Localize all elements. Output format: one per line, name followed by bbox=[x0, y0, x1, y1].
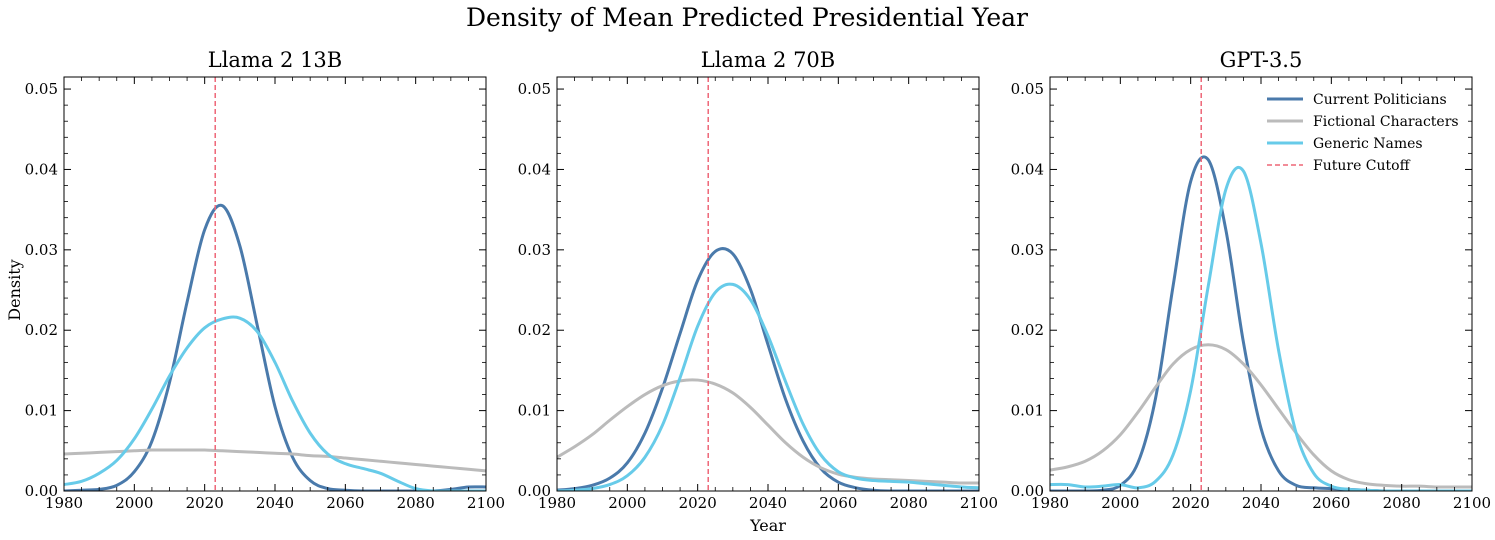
y-tick-label: 0.05 bbox=[1011, 80, 1044, 98]
legend: Current Politicians Fictional Characters G… bbox=[1267, 92, 1459, 174]
series-line-generic-names bbox=[1050, 165, 1472, 491]
series-line-current-politicians bbox=[557, 247, 979, 491]
series-line-current-politicians bbox=[64, 203, 486, 491]
legend-entry-label: Fictional Characters bbox=[1313, 114, 1459, 130]
y-tick-label: 0.03 bbox=[1011, 241, 1044, 259]
axes-frame bbox=[63, 76, 487, 492]
legend-entry-label: Current Politicians bbox=[1313, 92, 1447, 108]
x-tick-label: 2080 bbox=[397, 494, 435, 512]
x-axis-label: Year bbox=[749, 516, 786, 535]
legend-entry-label: Generic Names bbox=[1313, 136, 1423, 152]
y-tick-label: 0.00 bbox=[518, 482, 551, 500]
panels-group: Llama 2 13B 1980 2000 2020 2040 2060 2080 2100 0… bbox=[25, 48, 1492, 512]
y-tick-label: 0.01 bbox=[25, 402, 58, 420]
x-tick-label: 2000 bbox=[608, 494, 646, 512]
legend-entry-label: Future Cutoff bbox=[1313, 158, 1411, 174]
x-tick-label: 2000 bbox=[115, 494, 153, 512]
x-tick-label: 2060 bbox=[326, 494, 364, 512]
panel-1: Llama 2 13B 1980 2000 2020 2040 2060 2080 2100 0… bbox=[25, 48, 506, 512]
x-tick-label: 2020 bbox=[186, 494, 224, 512]
x-tick-label: 2020 bbox=[1172, 494, 1210, 512]
panel-3: GPT-3.5 1980 2000 2020 2040 2060 2080 2100 0.00 0… bbox=[1011, 48, 1492, 512]
y-tick-label: 0.05 bbox=[518, 80, 551, 98]
y-tick-label: 0.02 bbox=[1011, 321, 1044, 339]
y-tick-label: 0.01 bbox=[1011, 402, 1044, 420]
y-tick-label: 0.03 bbox=[25, 241, 58, 259]
x-tick-label: 2100 bbox=[1453, 494, 1491, 512]
x-tick-label: 1980 bbox=[1031, 494, 1069, 512]
panel-title: Llama 2 70B bbox=[701, 48, 835, 72]
series-line-generic-names bbox=[557, 282, 979, 491]
series-line-fictional-characters bbox=[557, 378, 979, 485]
y-tick-label: 0.02 bbox=[518, 321, 551, 339]
x-tick-label: 2020 bbox=[679, 494, 717, 512]
y-tick-label: 0.01 bbox=[518, 402, 551, 420]
x-tick-label: 2040 bbox=[749, 494, 787, 512]
x-tick-label: 2060 bbox=[819, 494, 857, 512]
x-tick-label: 2060 bbox=[1312, 494, 1350, 512]
x-tick-label: 2100 bbox=[467, 494, 505, 512]
x-tick-label: 1980 bbox=[45, 494, 83, 512]
y-tick-label: 0.00 bbox=[25, 482, 58, 500]
series-line-fictional-characters bbox=[64, 448, 486, 473]
series-line-fictional-characters bbox=[1050, 343, 1472, 489]
y-axis-label: Density bbox=[5, 259, 24, 320]
y-tick-label: 0.03 bbox=[518, 241, 551, 259]
y-tick-label: 0.04 bbox=[25, 160, 58, 178]
x-tick-label: 2080 bbox=[1383, 494, 1421, 512]
y-tick-label: 0.00 bbox=[1011, 482, 1044, 500]
panel-title: GPT-3.5 bbox=[1220, 48, 1303, 72]
axes-frame bbox=[556, 76, 980, 492]
x-tick-label: 2080 bbox=[890, 494, 928, 512]
panel-title: Llama 2 13B bbox=[208, 48, 342, 72]
panel-2: Llama 2 70B 1980 2000 2020 2040 2060 2080 2100 0… bbox=[518, 48, 999, 512]
x-tick-label: 1980 bbox=[538, 494, 576, 512]
y-tick-label: 0.04 bbox=[518, 160, 551, 178]
x-tick-label: 2100 bbox=[960, 494, 998, 512]
y-tick-label: 0.04 bbox=[1011, 160, 1044, 178]
y-tick-label: 0.05 bbox=[25, 80, 58, 98]
x-tick-label: 2040 bbox=[256, 494, 294, 512]
x-tick-label: 2040 bbox=[1242, 494, 1280, 512]
y-tick-label: 0.02 bbox=[25, 321, 58, 339]
x-tick-label: 2000 bbox=[1101, 494, 1139, 512]
figure-suptitle: Density of Mean Predicted Presidential Y… bbox=[466, 3, 1028, 32]
